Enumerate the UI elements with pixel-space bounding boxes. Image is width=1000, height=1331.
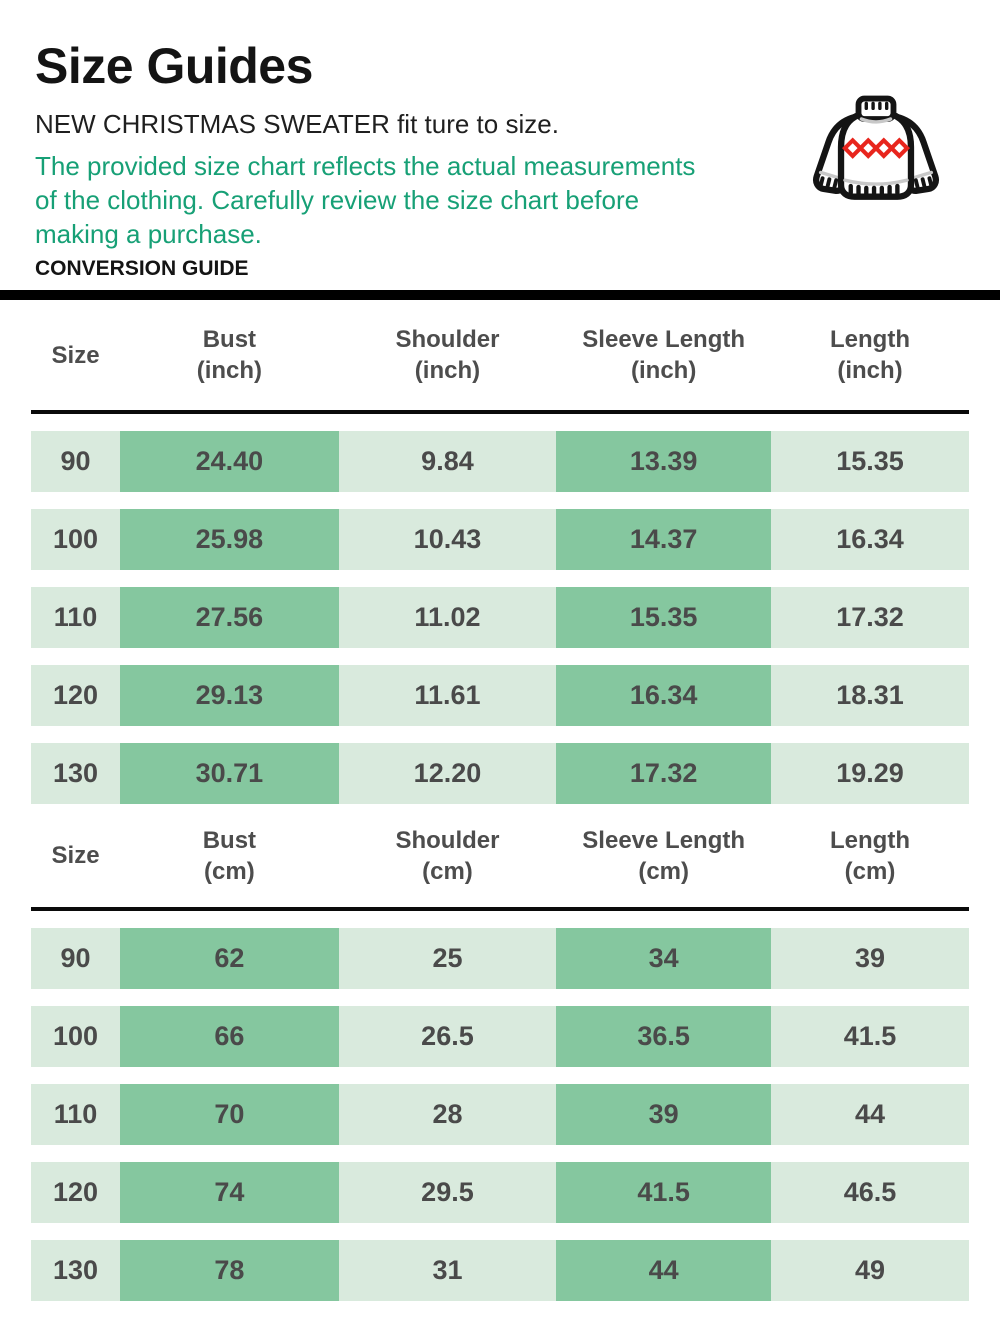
size-chart-note: The provided size chart reflects the act… <box>35 151 696 249</box>
table-cell: 15.35 <box>771 431 969 492</box>
column-header: Sleeve Length (cm) <box>582 826 746 885</box>
table-cell: 39 <box>556 1084 772 1145</box>
size-cell: 90 <box>31 928 121 989</box>
table-cell: 49 <box>771 1240 969 1301</box>
size-cell: 100 <box>31 509 121 570</box>
table-cell: 26.5 <box>338 1006 557 1067</box>
conversion-guide-label: CONVERSION GUIDE <box>35 257 249 280</box>
size-cell: 130 <box>31 1240 121 1301</box>
table-cell: 17.32 <box>556 743 772 804</box>
size-table-cm: Size Bust (cm) Shoulder (cm) Sleeve Length (cm… <box>31 804 969 1301</box>
column-header: Bust (inch) <box>196 326 263 384</box>
column-header: Size <box>51 842 100 869</box>
header-rule <box>31 410 969 414</box>
column-header: Bust (cm) <box>202 826 257 885</box>
table-row: 90 62 25 34 39 <box>31 928 969 989</box>
size-cell: 130 <box>31 743 121 804</box>
table-cell: 27.56 <box>120 587 339 648</box>
size-table-inch: Size Bust (inch) Shoulder (inch) Sleeve Lengt… <box>31 300 969 804</box>
table-header-row: Size Bust (inch) Shoulder (inch) Sleeve Lengt… <box>31 300 969 410</box>
table-cell: 25 <box>338 928 557 989</box>
table-cell: 36.5 <box>556 1006 772 1067</box>
table-cell: 62 <box>120 928 339 989</box>
diamond-pattern <box>842 137 910 159</box>
table-cell: 41.5 <box>556 1162 772 1223</box>
table-row: 110 27.56 11.02 15.35 17.32 <box>31 587 969 648</box>
size-cell: 90 <box>31 431 121 492</box>
table-cell: 15.35 <box>556 587 772 648</box>
table-cell: 12.20 <box>338 743 557 804</box>
table-row: 130 30.71 12.20 17.32 19.29 <box>31 743 969 804</box>
size-cell: 110 <box>31 587 121 648</box>
table-cell: 41.5 <box>771 1006 969 1067</box>
table-cell: 78 <box>120 1240 339 1301</box>
christmas-sweater-icon <box>808 94 944 212</box>
table-cell: 31 <box>338 1240 557 1301</box>
column-header: Shoulder (cm) <box>395 826 500 885</box>
size-cell: 120 <box>31 1162 121 1223</box>
table-cell: 70 <box>120 1084 339 1145</box>
size-cell: 110 <box>31 1084 121 1145</box>
table-row: 100 66 26.5 36.5 41.5 <box>31 1006 969 1067</box>
table-cell: 44 <box>771 1084 969 1145</box>
conversion-tables: Size Bust (inch) Shoulder (inch) Sleeve Lengt… <box>0 300 1000 1301</box>
header: Size Guides NEW CHRISTMAS SWEATER fit tu… <box>0 0 1000 282</box>
table-cell: 66 <box>120 1006 339 1067</box>
table-cell: 28 <box>338 1084 557 1145</box>
table-cell: 19.29 <box>771 743 969 804</box>
table-cell: 29.13 <box>120 665 339 726</box>
fit-note: NEW CHRISTMAS SWEATER fit ture to size. <box>35 109 559 139</box>
table-cell: 74 <box>120 1162 339 1223</box>
table-cell: 25.98 <box>120 509 339 570</box>
table-cell: 34 <box>556 928 772 989</box>
table-header-row: Size Bust (cm) Shoulder (cm) Sleeve Length (cm… <box>31 804 969 907</box>
section-divider <box>0 290 1000 300</box>
table-row: 110 70 28 39 44 <box>31 1084 969 1145</box>
table-cell: 17.32 <box>771 587 969 648</box>
table-cell: 16.34 <box>771 509 969 570</box>
table-cell: 29.5 <box>338 1162 557 1223</box>
column-header: Length (inch) <box>830 326 910 384</box>
column-header: Shoulder (inch) <box>395 326 500 384</box>
table-cell: 30.71 <box>120 743 339 804</box>
table-cell: 10.43 <box>338 509 557 570</box>
table-cell: 11.02 <box>338 587 557 648</box>
table-row: 120 74 29.5 41.5 46.5 <box>31 1162 969 1223</box>
size-cell: 100 <box>31 1006 121 1067</box>
table-cell: 44 <box>556 1240 772 1301</box>
table-cell: 18.31 <box>771 665 969 726</box>
table-row: 100 25.98 10.43 14.37 16.34 <box>31 509 969 570</box>
table-cell: 9.84 <box>338 431 557 492</box>
table-cell: 11.61 <box>338 665 557 726</box>
header-rule <box>31 907 969 911</box>
page-title: Size Guides <box>35 38 313 94</box>
table-row: 120 29.13 11.61 16.34 18.31 <box>31 665 969 726</box>
table-cell: 46.5 <box>771 1162 969 1223</box>
table-row: 130 78 31 44 49 <box>31 1240 969 1301</box>
table-cell: 16.34 <box>556 665 772 726</box>
column-header: Length (cm) <box>830 826 910 885</box>
column-header: Sleeve Length (inch) <box>582 326 746 384</box>
table-cell: 13.39 <box>556 431 772 492</box>
size-cell: 120 <box>31 665 121 726</box>
table-row: 90 24.40 9.84 13.39 15.35 <box>31 431 969 492</box>
table-cell: 24.40 <box>120 431 339 492</box>
table-cell: 14.37 <box>556 509 772 570</box>
table-cell: 39 <box>771 928 969 989</box>
column-header: Size <box>51 341 100 369</box>
